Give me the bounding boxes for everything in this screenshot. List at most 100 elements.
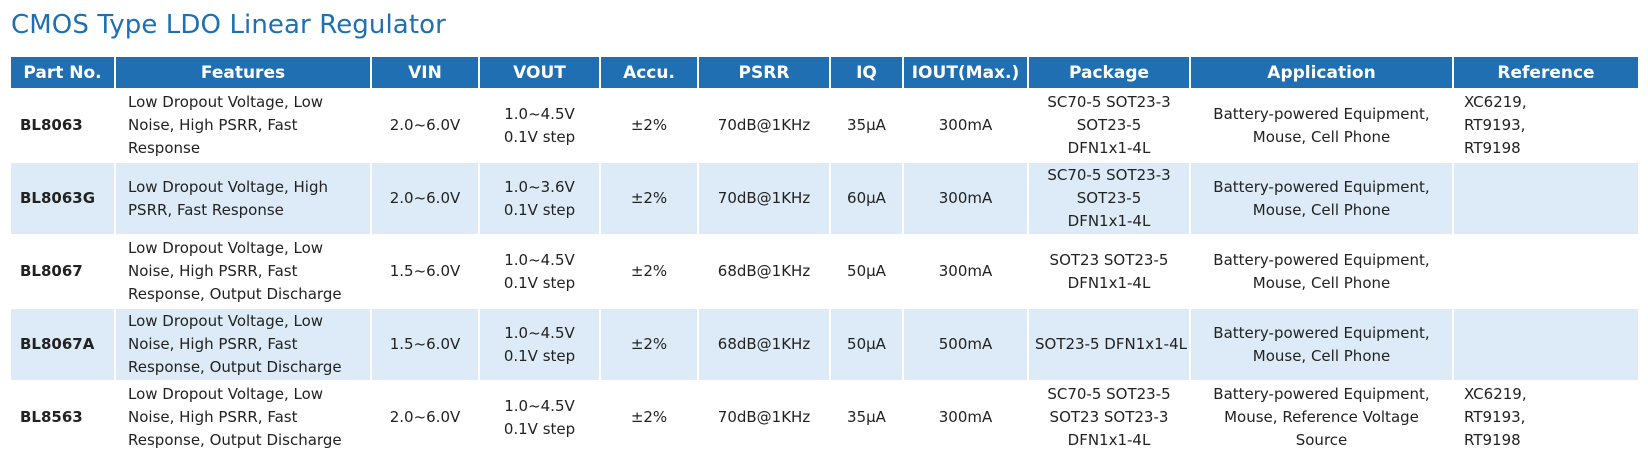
table-row: BL8563 Low Dropout Voltage, Low Noise, Hig…: [11, 380, 1638, 453]
header-accuracy: Accu.: [600, 57, 699, 89]
cell-package-line: SC70-5 SOT23-3: [1047, 93, 1171, 111]
cell-features: Low Dropout Voltage, Low Noise, High PSRR…: [115, 380, 372, 453]
cell-package: SC70-5 SOT23-3 SOT23-5 DFN1x1-4L: [1028, 161, 1191, 235]
cell-iq: 50µA: [830, 307, 904, 381]
header-features: Features: [115, 57, 372, 89]
cell-package-line: SOT23-5: [1076, 116, 1142, 134]
cell-application-line: Source: [1295, 431, 1348, 449]
cell-iout-max: 300mA: [903, 88, 1029, 162]
cell-package-line: DFN1x1-4L: [1067, 139, 1151, 157]
cell-application-line: Battery-powered Equipment,: [1213, 385, 1430, 403]
cell-part-no: BL8067: [11, 234, 116, 308]
cell-reference-line: XC6219,: [1464, 93, 1527, 111]
cell-vin: 1.5~6.0V: [371, 307, 480, 381]
cell-package-line: DFN1x1-4L: [1067, 431, 1151, 449]
cell-package-line: SC70-5 SOT23-3: [1047, 166, 1171, 184]
cell-features-line: PSRR, Fast Response: [128, 200, 284, 219]
cell-accuracy: ±2%: [600, 380, 699, 453]
cell-accuracy: ±2%: [600, 307, 699, 381]
cell-application: Battery-powered Equipment, Mouse, Referen…: [1190, 380, 1454, 453]
cell-iout-max: 300mA: [903, 234, 1029, 308]
cell-application-line: Battery-powered Equipment,: [1213, 177, 1430, 196]
cell-reference: XC6219, RT9193, RT9198: [1453, 88, 1638, 162]
cell-features-line: Low Dropout Voltage, Low: [128, 385, 324, 403]
cell-application-line: Mouse, Cell Phone: [1252, 200, 1391, 219]
cell-vout-line: 1.0~4.5V: [504, 396, 575, 415]
cell-features: Low Dropout Voltage, Low Noise, High PSRR…: [115, 234, 372, 308]
table-row: BL8067A Low Dropout Voltage, Low Noise, Hi…: [11, 307, 1638, 381]
cell-reference: [1453, 234, 1638, 308]
cell-vout-line: 1.0~4.5V: [504, 323, 575, 342]
cell-vout-line: 0.1V step: [503, 127, 576, 146]
cell-vout-line: 0.1V step: [503, 200, 576, 219]
cell-psrr: 68dB@1KHz: [698, 307, 831, 381]
cell-application-line: Mouse, Reference Voltage: [1224, 408, 1419, 426]
header-vin: VIN: [371, 57, 480, 89]
cell-psrr: 70dB@1KHz: [698, 88, 831, 162]
cell-psrr: 70dB@1KHz: [698, 380, 831, 453]
cell-vout: 1.0~4.5V 0.1V step: [479, 307, 601, 381]
cell-reference-line: RT9193,: [1464, 116, 1526, 134]
cell-vout: 1.0~3.6V 0.1V step: [479, 161, 601, 235]
cell-vout-line: 1.0~3.6V: [504, 177, 575, 196]
cell-application: Battery-powered Equipment, Mouse, Cell Ph…: [1190, 234, 1454, 308]
header-iq: IQ: [830, 57, 904, 89]
cell-features-line: Low Dropout Voltage, Low: [128, 312, 324, 330]
cell-features-line: Low Dropout Voltage, Low: [128, 239, 324, 257]
cell-reference: XC6219, RT9193, RT9198: [1453, 380, 1638, 453]
cell-features-line: Noise, High PSRR, Fast: [128, 262, 298, 280]
cell-psrr: 70dB@1KHz: [698, 161, 831, 235]
cell-package-line: SOT23 SOT23-5: [1049, 250, 1169, 269]
cell-iout-max: 300mA: [903, 161, 1029, 235]
cell-reference-line: RT9193,: [1464, 408, 1526, 426]
cell-application-line: Battery-powered Equipment,: [1213, 323, 1430, 342]
cell-iq: 60µA: [830, 161, 904, 235]
cell-vout-line: 1.0~4.5V: [504, 250, 575, 269]
cell-features-line: Response, Output Discharge: [128, 285, 342, 303]
cell-part-no: BL8563: [11, 380, 116, 453]
header-vout: VOUT: [479, 57, 601, 89]
cell-features-line: Noise, High PSRR, Fast: [128, 116, 298, 134]
cell-features-line: Response, Output Discharge: [128, 358, 342, 376]
cell-vout: 1.0~4.5V 0.1V step: [479, 380, 601, 453]
cell-features-line: Noise, High PSRR, Fast: [128, 408, 298, 426]
cell-application-line: Battery-powered Equipment,: [1213, 104, 1430, 123]
cell-vout-line: 0.1V step: [503, 273, 576, 292]
regulator-table: Part No. Features VIN VOUT Accu. PSRR IQ…: [11, 57, 1638, 453]
cell-package: SC70-5 SOT23-5 SOT23 SOT23-3 DFN1x1-4L: [1028, 380, 1191, 453]
cell-features: Low Dropout Voltage, High PSRR, Fast Resp…: [115, 161, 372, 235]
cell-package: SOT23 SOT23-5 DFN1x1-4L: [1028, 234, 1191, 308]
cell-vin: 2.0~6.0V: [371, 161, 480, 235]
cell-features-line: Response: [128, 139, 201, 157]
cell-reference: [1453, 161, 1638, 235]
cell-reference-line: RT9198: [1464, 431, 1521, 449]
cell-features-line: Noise, High PSRR, Fast: [128, 335, 298, 353]
cell-iq: 35µA: [830, 380, 904, 453]
cell-accuracy: ±2%: [600, 88, 699, 162]
header-iout-max: IOUT(Max.): [903, 57, 1029, 89]
cell-application-line: Battery-powered Equipment,: [1213, 250, 1430, 269]
table-row: BL8063G Low Dropout Voltage, High PSRR, Fa…: [11, 161, 1638, 235]
table-row: BL8067 Low Dropout Voltage, Low Noise, Hig…: [11, 234, 1638, 308]
cell-part-no: BL8063G: [11, 161, 116, 235]
cell-application-line: Mouse, Cell Phone: [1252, 127, 1391, 146]
cell-package-line: SC70-5 SOT23-5: [1047, 385, 1171, 403]
cell-features-line: Low Dropout Voltage, High: [128, 177, 329, 196]
header-application: Application: [1190, 57, 1454, 89]
cell-vout: 1.0~4.5V 0.1V step: [479, 88, 601, 162]
cell-package-line: DFN1x1-4L: [1067, 273, 1151, 292]
page-title: CMOS Type LDO Linear Regulator: [11, 10, 446, 40]
cell-package-line: SOT23-5: [1076, 189, 1142, 207]
cell-iout-max: 500mA: [903, 307, 1029, 381]
cell-package-line: DFN1x1-4L: [1067, 212, 1151, 230]
cell-vout-line: 0.1V step: [503, 346, 576, 365]
cell-iq: 35µA: [830, 88, 904, 162]
cell-psrr: 68dB@1KHz: [698, 234, 831, 308]
cell-accuracy: ±2%: [600, 161, 699, 235]
table-row: BL8063 Low Dropout Voltage, Low Noise, Hig…: [11, 88, 1638, 162]
cell-vout-line: 0.1V step: [503, 419, 576, 438]
cell-package: SC70-5 SOT23-3 SOT23-5 DFN1x1-4L: [1028, 88, 1191, 162]
cell-accuracy: ±2%: [600, 234, 699, 308]
cell-iq: 50µA: [830, 234, 904, 308]
header-psrr: PSRR: [698, 57, 831, 89]
